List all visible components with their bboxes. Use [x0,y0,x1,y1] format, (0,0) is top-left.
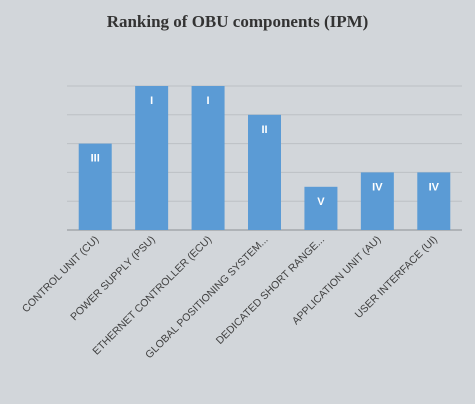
bar [78,143,112,230]
chart-title: Ranking of OBU components (IPM) [106,12,369,31]
data-label: I [207,95,210,107]
bar [304,186,338,230]
data-label: IV [429,181,440,193]
bar [417,172,451,230]
data-label: III [91,153,100,165]
bar [135,86,169,230]
data-label: IV [372,181,383,193]
data-label: II [261,124,267,136]
data-label: V [317,196,325,208]
x-tick-label: DEDICATED SHORT RANGE... [214,234,327,347]
bar [191,86,225,230]
data-label: I [150,95,153,107]
x-tick-label: GLOBAL POSITIONING SYSTEM... [143,234,270,361]
x-tick-label: ETHERNET CONTROLLER (ECU) [90,234,214,358]
bar [248,114,281,230]
bar [360,172,394,230]
